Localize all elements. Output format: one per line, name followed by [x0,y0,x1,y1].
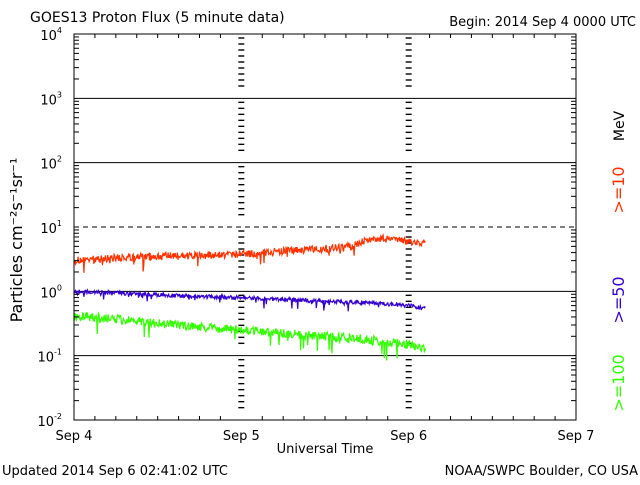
day-tick-marks [238,37,412,409]
x-tick-labels: Sep 4 Sep 5 Sep 6 Sep 7 [56,429,595,444]
credit-text: NOAA/SWPC Boulder, CO USA [445,464,638,479]
legend-entry: >=10 [609,166,628,213]
legend-units: MeV [612,110,628,141]
y-tick-label: 104 [40,26,62,44]
y-tick-label: 103 [40,90,62,108]
y-tick-exponent: 3 [57,90,62,99]
y-tick-label: 102 [40,155,62,173]
legend-entry: >=100 [609,354,628,411]
y-tick-exponent: -1 [54,348,62,357]
series-line [73,311,427,361]
y-tick-label: 101 [40,219,62,237]
series-line [73,288,426,312]
y-axis-label: Particles cm⁻²s⁻¹sr⁻¹ [7,158,26,323]
legend-entry: >=50 [609,276,628,323]
legend: MeV >=10 >=50 >=100 [609,110,628,411]
y-tick-exponent: 1 [57,219,62,228]
data-series [73,232,427,361]
updated-timestamp: Updated 2014 Sep 6 02:41:02 UTC [2,464,228,479]
x-tick-label: Sep 5 [223,429,260,444]
x-tick-label: Sep 6 [390,429,427,444]
series-line [73,232,426,273]
x-tick-label: Sep 4 [56,429,93,444]
gridlines [74,97,576,357]
axis-minor-ticks [74,34,576,420]
y-tick-label: 100 [40,283,62,301]
y-tick-exponent: 0 [57,283,62,292]
y-tick-exponent: -2 [54,412,62,421]
y-tick-exponent: 4 [57,26,62,35]
x-axis-label: Universal Time [277,442,374,457]
y-tick-exponent: 2 [57,155,62,164]
x-tick-label: Sep 7 [558,429,595,444]
y-tick-label: 10-2 [37,412,62,430]
y-tick-label: 10-1 [37,348,62,366]
begin-time: Begin: 2014 Sep 4 0000 UTC [449,15,636,30]
chart-title: GOES13 Proton Flux (5 minute data) [30,10,285,26]
